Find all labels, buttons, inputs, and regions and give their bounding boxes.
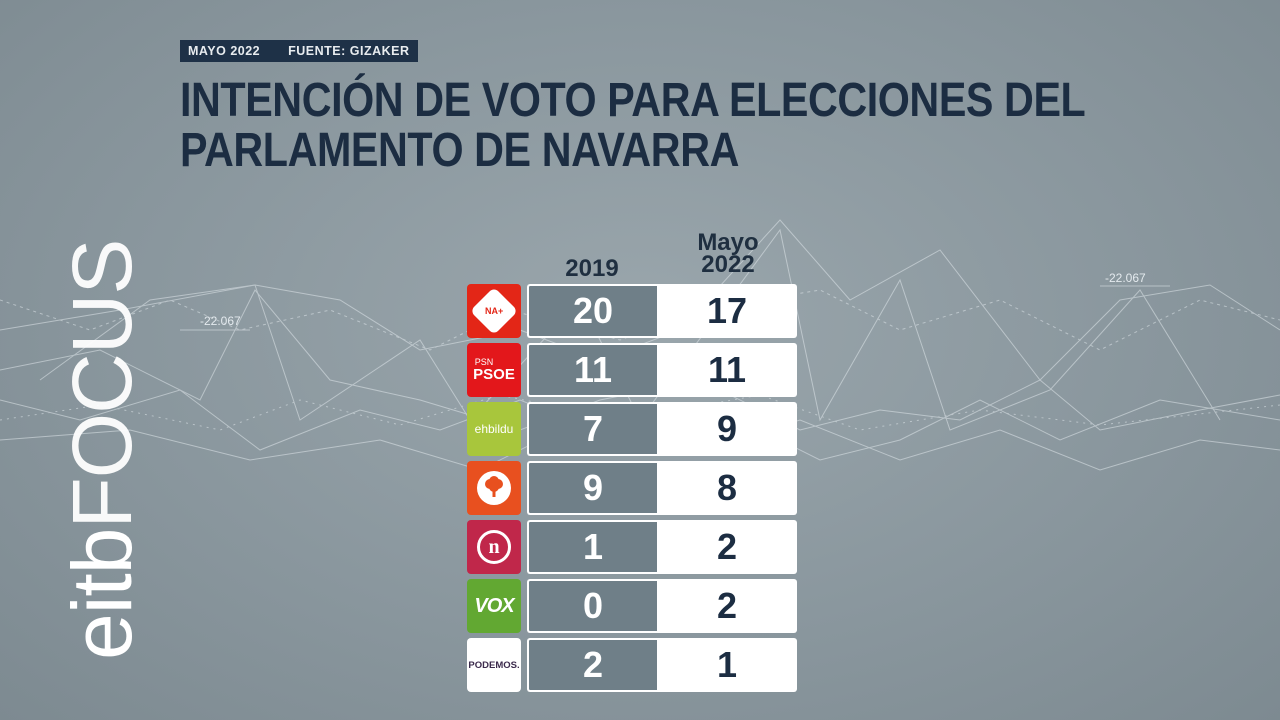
table-row-na-plus: NA+ 20 17 [467, 284, 797, 338]
psn-logo-text: PSN [474, 357, 494, 367]
oak-tree-logo-icon [467, 461, 521, 515]
psoe-logo-text: PSOE [473, 366, 515, 383]
value-2019: 0 [527, 579, 657, 633]
value-2022: 11 [657, 343, 797, 397]
value-2019: 20 [527, 284, 657, 338]
table-row-ehbildu: ehbildu 7 9 [467, 402, 797, 456]
table-row-psoe: PSN PSOE 11 11 [467, 343, 797, 397]
value-2022: 9 [657, 402, 797, 456]
title-line-1: INTENCIÓN DE VOTO PARA ELECCIONES DEL [180, 74, 1086, 127]
value-2019: 9 [527, 461, 657, 515]
value-2019: 11 [527, 343, 657, 397]
value-2022: 8 [657, 461, 797, 515]
column-header-mayo-2022: Mayo 2022 [697, 229, 759, 278]
value-2022: 17 [657, 284, 797, 338]
na-plus-logo-icon: NA+ [467, 284, 521, 338]
bg-value-label-left: -22.067 [200, 314, 241, 328]
table-row-podemos: PODEMOS. 2 1 [467, 638, 797, 692]
column-header-2019: 2019 [565, 255, 619, 282]
na-plus-logo-text: NA+ [484, 305, 504, 316]
table-row-geroa-bai: 9 8 [467, 461, 797, 515]
bg-value-label-right: -22.067 [1105, 271, 1146, 285]
vox-logo-icon: VOX [467, 579, 521, 633]
psoe-logo-icon: PSN PSOE [467, 343, 521, 397]
brand-part-2: FOCUS [55, 239, 149, 529]
table-row-vox: VOX 0 2 [467, 579, 797, 633]
izquierda-ezkerra-logo-icon: n [467, 520, 521, 574]
date-tag: MAYO 2022 [188, 44, 261, 58]
ehbildu-logo-text: ehbildu [474, 422, 514, 436]
brand-part-1: eitb [55, 528, 149, 660]
value-2022: 2 [657, 520, 797, 574]
title-line-2: PARLAMENTO DE NAVARRA [180, 124, 739, 177]
info-tag-bar: MAYO 2022 FUENTE: GIZAKER [180, 40, 418, 62]
vox-logo-text: VOX [474, 594, 514, 617]
value-2019: 7 [527, 402, 657, 456]
table-row-izquierda-ezkerra: n 1 2 [467, 520, 797, 574]
value-2019: 1 [527, 520, 657, 574]
podemos-logo-icon: PODEMOS. [467, 638, 521, 692]
podemos-logo-text: PODEMOS. [468, 659, 520, 671]
eitb-focus-logo: eitbFOCUS [55, 240, 149, 660]
value-2019: 2 [527, 638, 657, 692]
value-2022: 1 [657, 638, 797, 692]
ehbildu-logo-icon: ehbildu [467, 402, 521, 456]
source-tag: FUENTE: GIZAKER [288, 44, 410, 58]
value-2022: 2 [657, 579, 797, 633]
izquierda-ezkerra-logo-text: n [488, 535, 500, 558]
chart-title: INTENCIÓN DE VOTO PARA ELECCIONES DEL PA… [180, 74, 1086, 177]
